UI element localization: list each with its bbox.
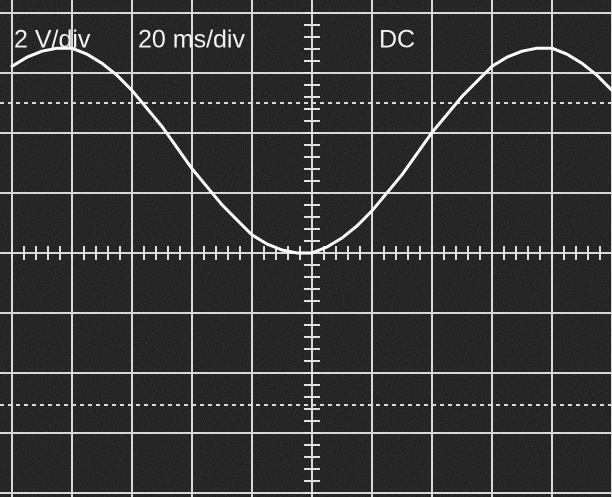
screen-noise [0,0,612,497]
time-per-div: 20 ms/div [138,26,245,54]
coupling: DC [379,26,415,54]
volts-per-div: 2 V/div [14,26,91,54]
oscilloscope-screen: 2 V/div 20 ms/div DC [0,0,612,497]
